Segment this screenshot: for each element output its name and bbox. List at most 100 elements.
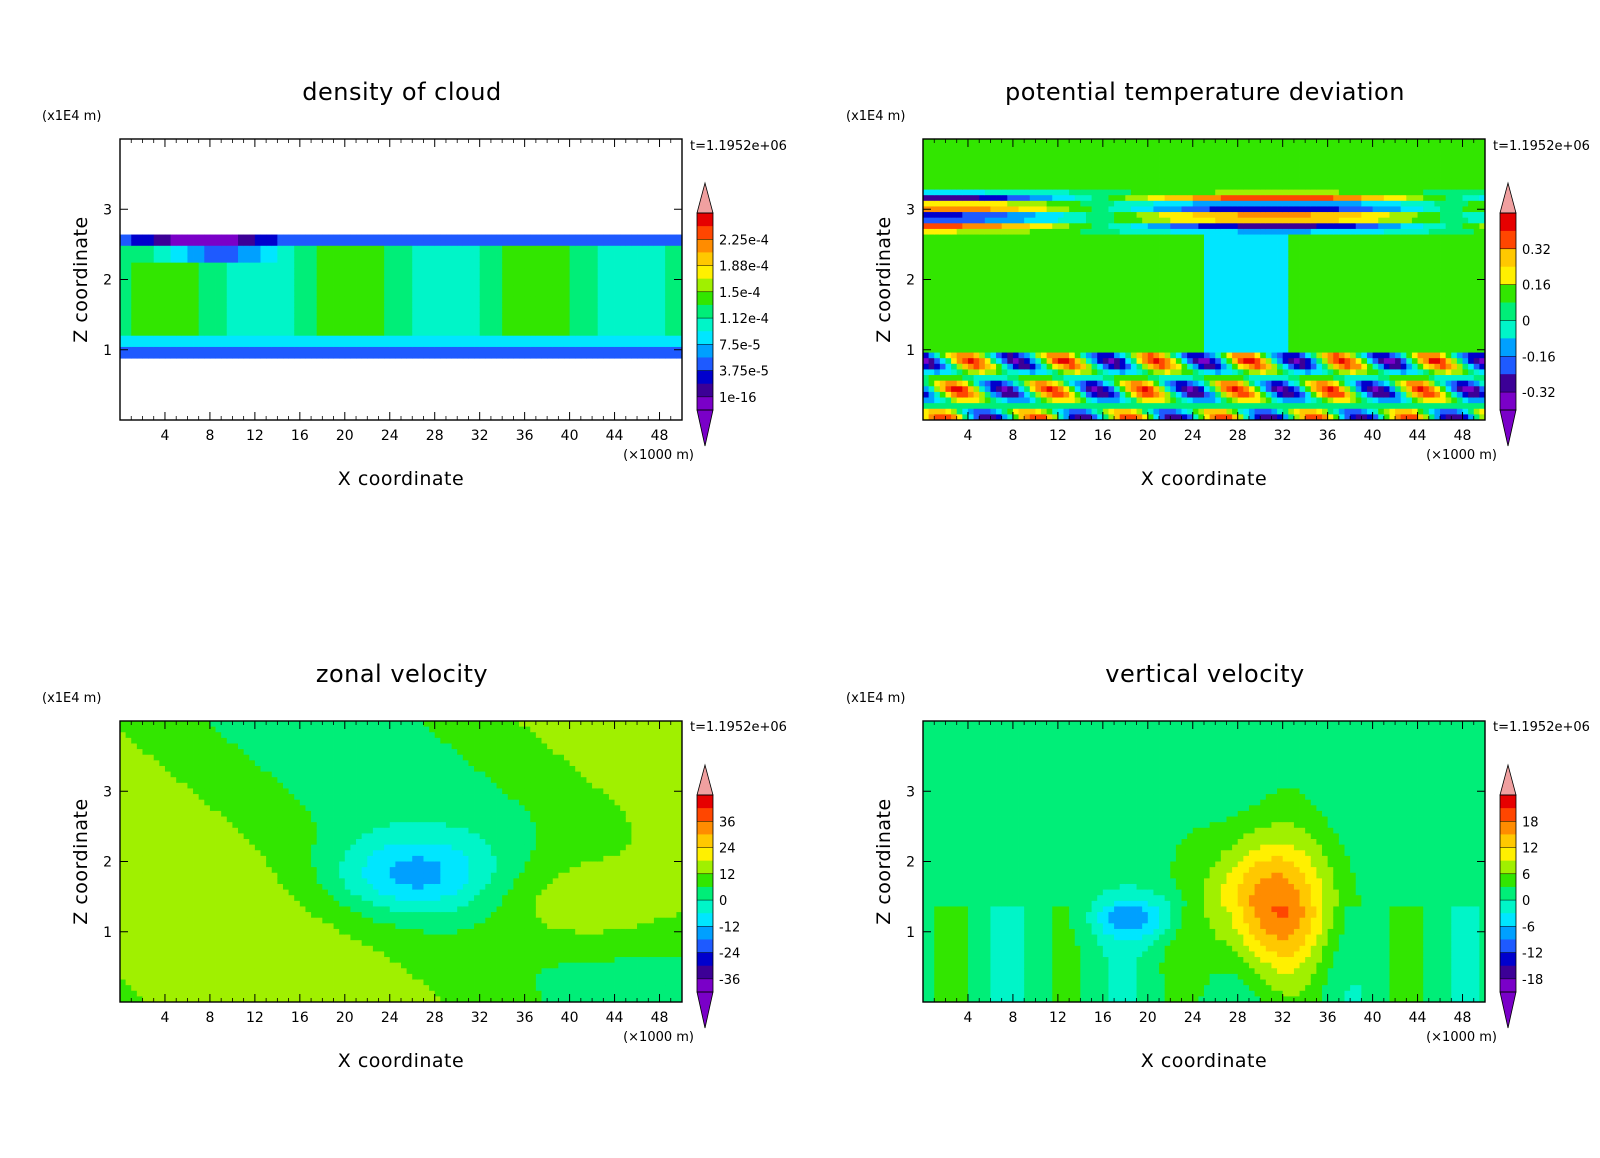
field-cell	[603, 274, 609, 280]
field-cell	[1210, 409, 1216, 415]
field-cell	[485, 347, 491, 353]
field-cell	[1041, 235, 1047, 241]
field-cell	[536, 268, 542, 274]
field-cell	[1041, 195, 1047, 201]
field-cell	[1030, 285, 1036, 291]
field-cell	[1159, 341, 1165, 347]
field-cell	[513, 319, 519, 325]
field-cell	[570, 302, 576, 308]
field-cell	[542, 353, 548, 359]
field-cell	[996, 161, 1002, 167]
field-cell	[1153, 353, 1159, 359]
field-cell	[1176, 257, 1182, 263]
field-cell	[210, 235, 216, 241]
field-cell	[1142, 392, 1148, 398]
field-cell	[1176, 190, 1182, 196]
field-cell	[182, 291, 188, 297]
field-cell	[1058, 353, 1064, 359]
field-cell	[1114, 246, 1120, 252]
field-cell	[1125, 302, 1131, 308]
field-cell	[1097, 308, 1103, 314]
field-cell	[1153, 178, 1159, 184]
field-cell	[1052, 313, 1058, 319]
field-cell	[525, 246, 531, 252]
field-cell	[1198, 313, 1204, 319]
field-cell	[979, 324, 985, 330]
field-cell	[1120, 257, 1126, 263]
field-cell	[176, 319, 182, 325]
field-cell	[519, 319, 525, 325]
field-cell	[289, 235, 295, 241]
field-cell	[277, 324, 283, 330]
field-cell	[1064, 178, 1070, 184]
field-cell	[968, 161, 974, 167]
field-cell	[1165, 212, 1171, 218]
field-cell	[558, 347, 564, 353]
field-cell	[384, 246, 390, 252]
field-cell	[1002, 319, 1008, 325]
field-cell	[564, 285, 570, 291]
field-cell	[996, 364, 1002, 370]
field-cell	[244, 251, 250, 257]
field-cell	[996, 201, 1002, 207]
field-cell	[356, 313, 362, 319]
field-cell	[1120, 145, 1126, 151]
field-cell	[1002, 285, 1008, 291]
field-cell	[974, 285, 980, 291]
field-cell	[401, 246, 407, 252]
field-cell	[929, 285, 935, 291]
field-cell	[1170, 150, 1176, 156]
field-cell	[1080, 195, 1086, 201]
field-cell	[485, 296, 491, 302]
field-cell	[1052, 223, 1058, 229]
field-cell	[1097, 145, 1103, 151]
field-cell	[362, 296, 368, 302]
field-cell	[1148, 386, 1154, 392]
field-cell	[182, 308, 188, 314]
field-cell	[1187, 173, 1193, 179]
field-cell	[996, 190, 1002, 196]
field-cell	[1170, 386, 1176, 392]
field-cell	[1024, 246, 1030, 252]
field-cell	[974, 235, 980, 241]
field-cell	[373, 330, 379, 336]
field-cell	[1114, 409, 1120, 415]
field-cell	[446, 330, 452, 336]
field-cell	[1108, 150, 1114, 156]
field-cell	[1114, 240, 1120, 246]
field-cell	[1120, 324, 1126, 330]
field-cell	[923, 173, 929, 179]
field-cell	[626, 246, 632, 252]
field-cell	[497, 319, 503, 325]
field-cell	[962, 330, 968, 336]
field-cell	[648, 251, 654, 257]
field-cell	[1092, 274, 1098, 280]
field-cell	[1137, 178, 1143, 184]
field-cell	[1086, 336, 1092, 342]
field-cell	[1187, 347, 1193, 353]
field-cell	[137, 285, 143, 291]
field-cell	[328, 341, 334, 347]
field-cell	[1142, 302, 1148, 308]
field-cell	[199, 302, 205, 308]
field-cell	[1148, 353, 1154, 359]
field-cell	[1125, 313, 1131, 319]
field-cell	[272, 336, 278, 342]
field-cell	[210, 274, 216, 280]
field-cell	[1092, 291, 1098, 297]
field-cell	[598, 291, 604, 297]
field-cell	[945, 302, 951, 308]
field-cell	[1024, 347, 1030, 353]
field-cell	[345, 251, 351, 257]
field-cell	[120, 246, 126, 252]
field-cell	[429, 274, 435, 280]
field-cell	[979, 240, 985, 246]
field-cell	[1170, 139, 1176, 145]
field-cell	[513, 280, 519, 286]
field-cell	[1204, 161, 1210, 167]
field-cell	[620, 257, 626, 263]
field-cell	[979, 347, 985, 353]
field-cell	[929, 336, 935, 342]
field-cell	[1131, 364, 1137, 370]
field-cell	[452, 302, 458, 308]
